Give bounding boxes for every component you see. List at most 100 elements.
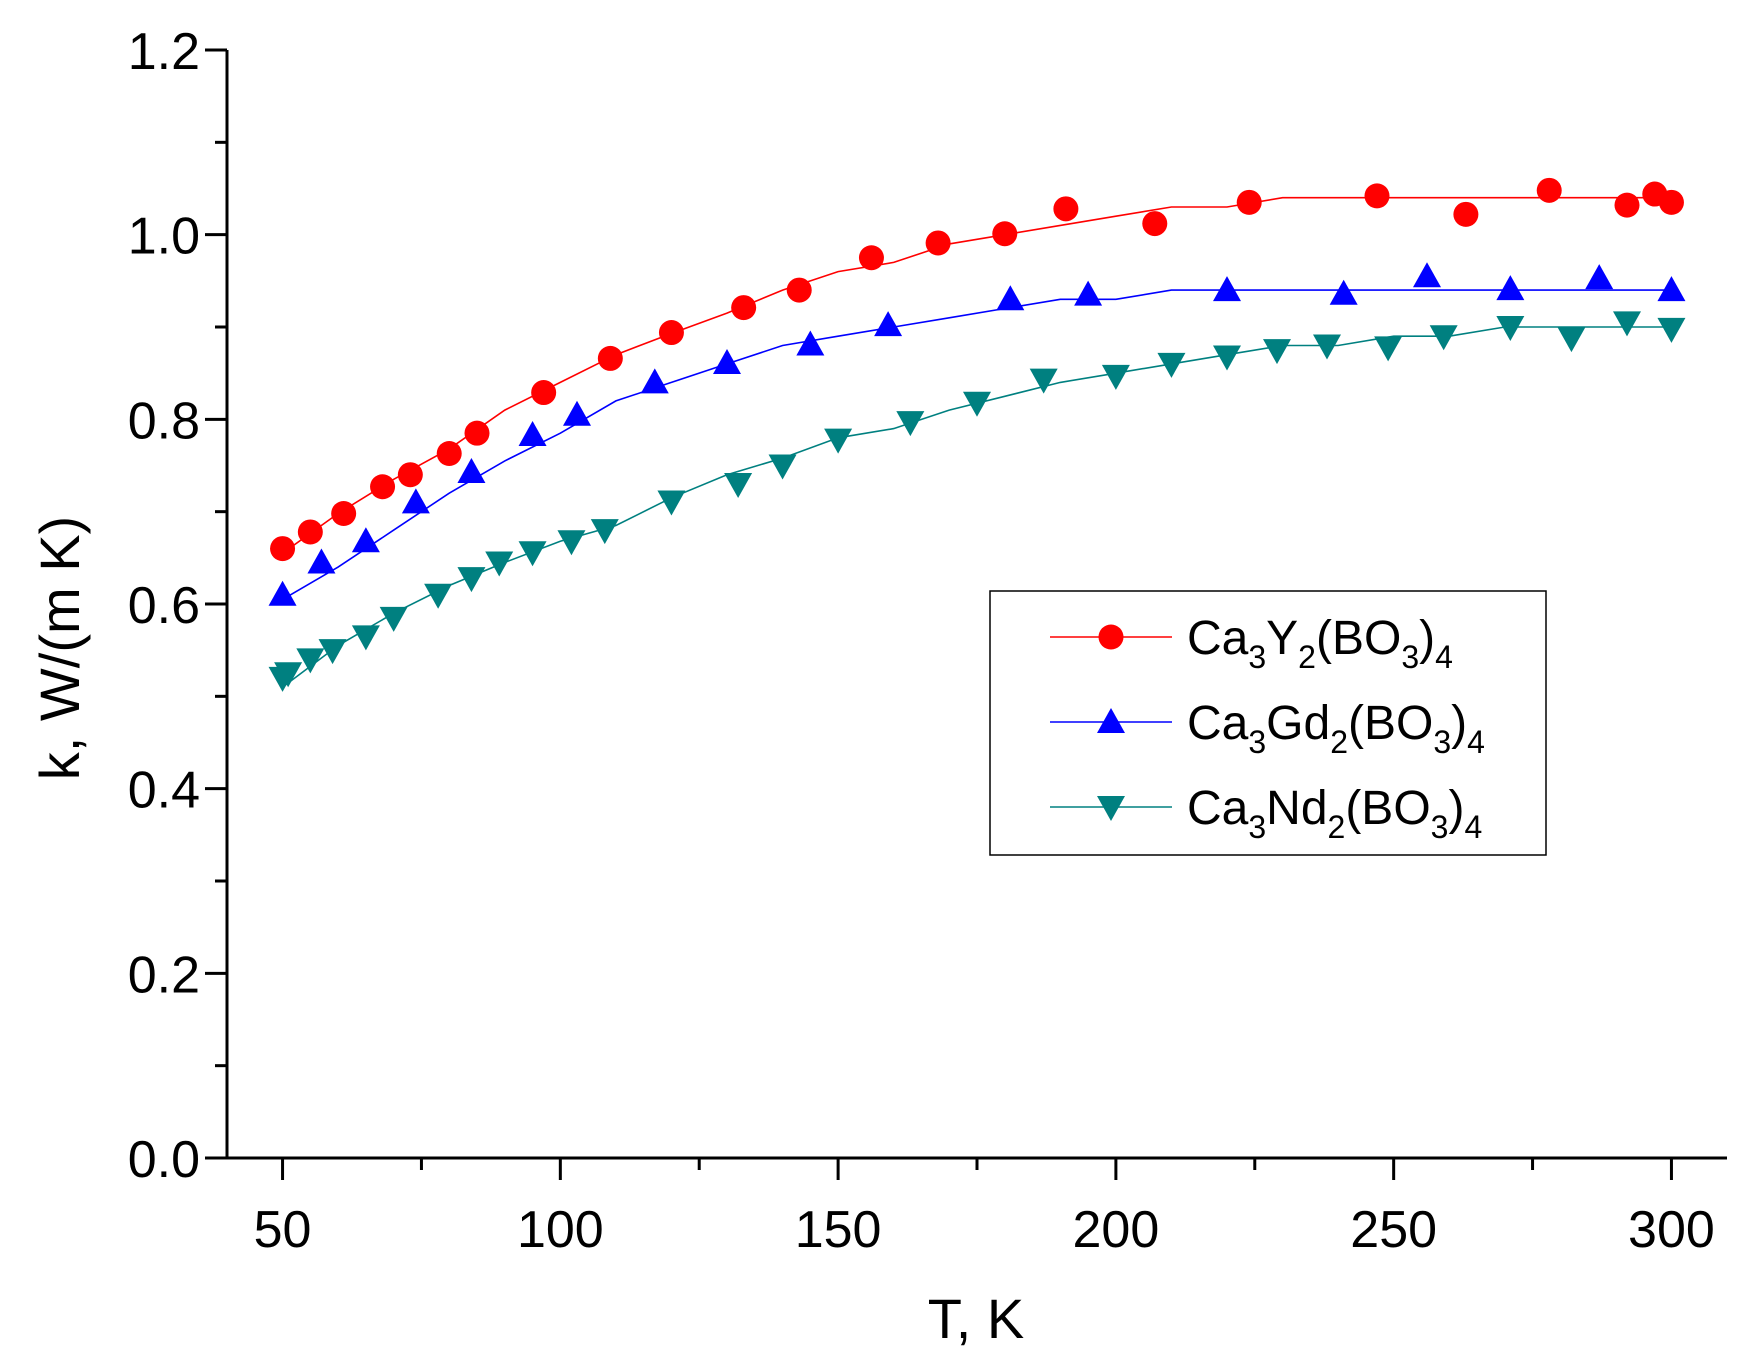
y-tick-label: 1.0 bbox=[128, 208, 200, 266]
x-tick-label: 150 bbox=[795, 1201, 882, 1259]
y-tick-label: 0.0 bbox=[128, 1131, 200, 1189]
data-point bbox=[1074, 280, 1103, 306]
data-point bbox=[1657, 276, 1686, 302]
data-point bbox=[996, 285, 1025, 311]
legend-item-2: Ca3Gd2(BO3)4 bbox=[1050, 697, 1485, 760]
x-axis-title: T, K bbox=[928, 1287, 1024, 1350]
y-tick-label: 1.2 bbox=[128, 23, 200, 81]
data-point bbox=[824, 428, 853, 454]
data-point bbox=[531, 380, 557, 406]
data-point bbox=[485, 551, 514, 577]
series-line bbox=[282, 289, 1672, 601]
y-axis-ticks: 0.0 0.2 0.4 0.6 0.8 1.0 1.2 bbox=[128, 23, 227, 1189]
data-point bbox=[457, 567, 486, 593]
y-tick-label: 0.6 bbox=[128, 577, 200, 635]
legend-label: Ca3Nd2(BO3)4 bbox=[1187, 782, 1482, 845]
data-point bbox=[640, 368, 669, 394]
data-point bbox=[1413, 262, 1441, 288]
data-point bbox=[436, 440, 462, 466]
data-point bbox=[464, 420, 490, 446]
data-point bbox=[590, 519, 619, 545]
y-tick-label: 0.2 bbox=[128, 946, 200, 1004]
x-axis-ticks: 50 100 150 200 250 300 bbox=[254, 1158, 1715, 1259]
x-tick-label: 100 bbox=[517, 1201, 604, 1259]
data-point bbox=[1658, 189, 1684, 215]
data-point bbox=[457, 457, 486, 483]
data-point bbox=[1053, 196, 1079, 222]
x-tick-label: 250 bbox=[1350, 1201, 1437, 1259]
data-point bbox=[518, 421, 547, 447]
data-point bbox=[1536, 177, 1562, 203]
legend-marker bbox=[1098, 624, 1124, 650]
data-point bbox=[731, 295, 757, 321]
data-point bbox=[563, 400, 591, 426]
series-group bbox=[268, 177, 1686, 692]
data-point bbox=[896, 411, 925, 437]
data-point bbox=[518, 541, 547, 567]
data-point bbox=[1614, 192, 1640, 218]
data-point bbox=[401, 488, 430, 514]
data-point bbox=[351, 527, 380, 553]
data-point bbox=[796, 330, 825, 356]
data-point bbox=[874, 311, 903, 337]
data-point bbox=[351, 625, 380, 651]
data-point bbox=[1213, 345, 1241, 371]
series-line bbox=[282, 196, 1672, 554]
data-point bbox=[597, 345, 623, 371]
legend-item-1: Ca3Y2(BO3)4 bbox=[1050, 612, 1453, 675]
data-point bbox=[1263, 339, 1291, 365]
data-point bbox=[274, 662, 303, 688]
data-point bbox=[1657, 317, 1686, 343]
legend-marker bbox=[1097, 708, 1125, 733]
data-point bbox=[925, 230, 951, 256]
series-1 bbox=[270, 177, 1684, 562]
data-point bbox=[557, 530, 586, 556]
data-point bbox=[318, 639, 347, 665]
y-axis-title: k, W/(m K) bbox=[28, 516, 91, 780]
data-point bbox=[397, 462, 423, 488]
data-point bbox=[992, 221, 1018, 247]
data-point bbox=[268, 580, 297, 606]
data-point bbox=[379, 606, 408, 632]
data-point bbox=[1364, 183, 1390, 209]
legend-marker bbox=[1097, 796, 1125, 821]
legend-item-3: Ca3Nd2(BO3)4 bbox=[1050, 782, 1482, 845]
data-point bbox=[858, 245, 884, 271]
data-point bbox=[1374, 336, 1403, 362]
y-tick-label: 0.4 bbox=[128, 762, 200, 820]
data-point bbox=[1101, 364, 1130, 390]
data-point bbox=[657, 490, 686, 516]
data-point bbox=[1585, 264, 1614, 290]
data-point bbox=[370, 474, 396, 500]
data-point bbox=[1313, 334, 1341, 360]
x-tick-label: 50 bbox=[254, 1201, 312, 1259]
data-point bbox=[786, 277, 812, 303]
data-point bbox=[270, 536, 296, 562]
x-tick-label: 300 bbox=[1628, 1201, 1715, 1259]
data-point bbox=[1157, 352, 1186, 378]
data-point bbox=[331, 501, 357, 527]
data-point bbox=[1236, 189, 1262, 215]
data-point bbox=[1029, 368, 1058, 394]
data-point bbox=[1213, 276, 1241, 302]
data-point bbox=[1496, 275, 1525, 301]
legend-label: Ca3Gd2(BO3)4 bbox=[1187, 697, 1485, 760]
y-tick-label: 0.8 bbox=[128, 392, 200, 450]
series-3 bbox=[268, 311, 1686, 692]
data-point bbox=[296, 648, 325, 674]
legend: Ca3Y2(BO3)4 Ca3Gd2(BO3)4 Ca3Nd2(BO3)4 bbox=[989, 590, 1547, 856]
data-point bbox=[1329, 279, 1358, 305]
data-point bbox=[1429, 325, 1458, 351]
legend-label: Ca3Y2(BO3)4 bbox=[1187, 612, 1453, 675]
data-point bbox=[963, 391, 991, 417]
data-point bbox=[424, 583, 453, 609]
data-point bbox=[297, 519, 323, 545]
series-2 bbox=[268, 262, 1686, 606]
data-point bbox=[713, 349, 741, 375]
data-point bbox=[1557, 327, 1586, 353]
data-point bbox=[1613, 311, 1641, 337]
data-point bbox=[1496, 316, 1525, 341]
data-point bbox=[658, 320, 684, 346]
